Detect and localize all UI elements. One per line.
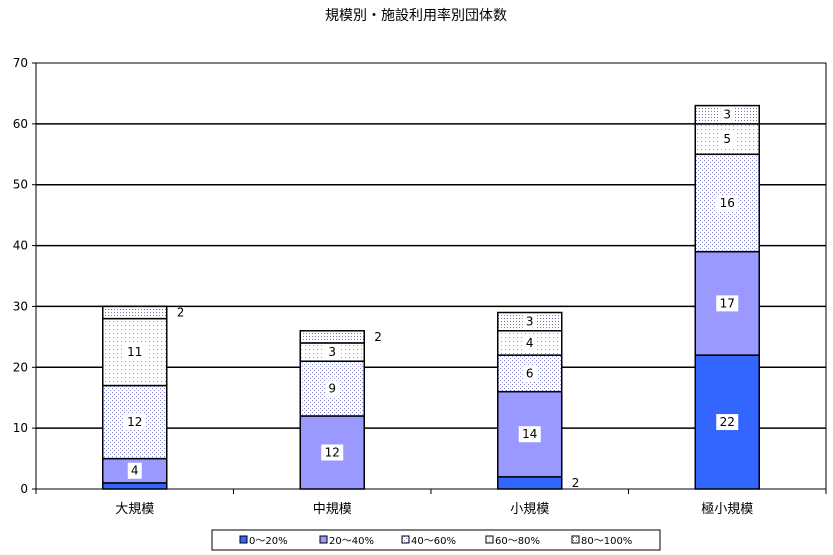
data-label-bg (720, 131, 735, 148)
bar-segment (497, 476, 563, 490)
chart-title: 規模別・施設利用率別団体数 (325, 7, 507, 24)
legend-label: 80～100% (581, 536, 632, 547)
x-tick-label: 大規模 (115, 502, 154, 517)
data-label: 9 (328, 382, 336, 396)
data-label: 17 (720, 296, 735, 310)
y-tick-label: 60 (13, 117, 28, 131)
data-label: 5 (723, 132, 731, 146)
data-label-bg (716, 295, 739, 312)
legend-swatch (239, 535, 248, 544)
data-label-bg (522, 313, 537, 330)
legend-swatch (319, 535, 328, 544)
legend-label: 40～60% (411, 536, 456, 547)
data-label-bg (123, 344, 146, 361)
data-label: 14 (522, 427, 537, 441)
data-label-bg (716, 414, 739, 431)
x-tick-label: 中規模 (313, 502, 352, 517)
data-label: 2 (572, 476, 580, 490)
data-label: 3 (723, 108, 731, 122)
legend-swatch (401, 535, 410, 544)
y-tick-label: 0 (20, 482, 28, 496)
y-tick-label: 50 (13, 178, 28, 192)
data-label-bg (716, 194, 739, 211)
data-label: 6 (526, 366, 534, 380)
bar-segment (102, 305, 168, 320)
data-label: 22 (720, 415, 735, 429)
data-label: 4 (131, 464, 139, 478)
y-tick-label: 10 (13, 421, 28, 435)
data-label: 16 (720, 196, 735, 210)
data-label-bg (522, 334, 537, 351)
data-label: 2 (177, 306, 185, 320)
data-label: 3 (526, 315, 534, 329)
legend-label: 20～40% (329, 536, 374, 547)
y-tick-label: 70 (13, 56, 28, 70)
data-label: 12 (127, 415, 142, 429)
legend (211, 529, 661, 551)
data-label-bg (720, 106, 735, 123)
data-label: 3 (328, 345, 336, 359)
data-label-bg (522, 365, 537, 382)
data-label: 12 (325, 445, 340, 459)
data-label: 4 (526, 336, 534, 350)
legend-label: 60～80% (495, 536, 540, 547)
data-label-bg (123, 414, 146, 431)
y-tick-label: 20 (13, 360, 28, 374)
plot-area (35, 62, 827, 490)
legend-swatch (571, 535, 580, 544)
data-label-bg (325, 344, 340, 361)
legend-label: 0～20% (249, 536, 288, 547)
data-label-bg (321, 444, 344, 461)
bar-segment (299, 330, 365, 344)
bar-segment (102, 482, 168, 490)
data-label: 11 (127, 345, 142, 359)
y-tick-label: 30 (13, 299, 28, 313)
data-label-bg (127, 462, 142, 479)
x-tick-label: 小規模 (510, 502, 549, 517)
legend-swatch (485, 535, 494, 544)
data-label: 2 (374, 330, 382, 344)
x-tick-label: 極小規模 (701, 501, 753, 517)
data-label-bg (518, 426, 541, 443)
data-label-bg (325, 380, 340, 397)
y-tick-label: 40 (13, 239, 28, 253)
